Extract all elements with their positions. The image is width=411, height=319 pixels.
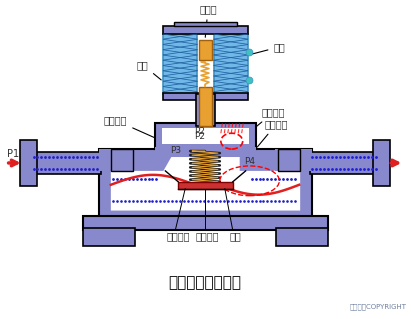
Text: 管道联系式电磁阀: 管道联系式电磁阀 (169, 275, 242, 290)
Bar (278, 149, 300, 171)
Bar (155, 123, 256, 149)
Bar (178, 182, 233, 189)
Bar (196, 93, 215, 126)
Text: P2: P2 (194, 132, 205, 141)
Bar (32, 152, 101, 174)
Text: 东方仿真COPYRIGHT: 东方仿真COPYRIGHT (349, 303, 406, 310)
Bar (199, 87, 212, 126)
Bar (214, 34, 248, 93)
Bar (162, 128, 249, 144)
Bar (276, 228, 328, 246)
Bar (111, 149, 133, 171)
Bar (99, 149, 134, 171)
Text: 动铁心: 动铁心 (163, 42, 197, 70)
Text: P3: P3 (170, 146, 181, 155)
Text: P1: P1 (7, 149, 19, 159)
Bar (99, 149, 312, 219)
Bar (83, 228, 135, 246)
Text: 主阀阀座: 主阀阀座 (166, 231, 190, 241)
Bar (83, 217, 328, 230)
Bar (174, 22, 237, 26)
Bar (163, 93, 248, 100)
Text: 线圈: 线圈 (137, 60, 161, 80)
Bar (200, 93, 211, 126)
Bar (20, 140, 37, 186)
Bar (275, 149, 312, 171)
Text: 定铁心: 定铁心 (199, 4, 217, 37)
Bar (372, 140, 390, 186)
Text: 主阀阀芯: 主阀阀芯 (195, 231, 219, 241)
Bar (163, 26, 248, 34)
Text: 膜片: 膜片 (230, 231, 242, 241)
Text: 导阀阀座: 导阀阀座 (246, 108, 285, 135)
Text: P2: P2 (194, 127, 205, 136)
Polygon shape (111, 157, 300, 211)
Bar (155, 147, 256, 151)
Bar (310, 152, 377, 174)
Bar (163, 34, 197, 93)
Text: 平衡孔道: 平衡孔道 (104, 115, 160, 140)
Text: 弹簧: 弹簧 (251, 42, 285, 54)
Text: P4: P4 (244, 157, 255, 166)
Text: 泄压孔道: 泄压孔道 (257, 119, 288, 147)
Bar (199, 40, 212, 60)
